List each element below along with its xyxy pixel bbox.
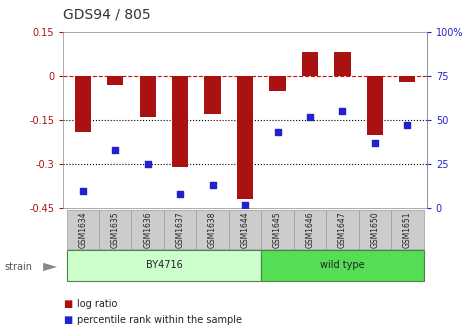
Point [274,130,281,135]
Text: GDS94 / 805: GDS94 / 805 [63,8,151,22]
Text: GSM1638: GSM1638 [208,211,217,248]
Point [79,188,87,194]
Bar [326,210,359,249]
Text: GSM1636: GSM1636 [143,211,152,248]
Polygon shape [43,263,57,271]
Point [371,140,378,146]
Bar [334,52,350,76]
Bar [399,76,416,82]
Bar [294,210,326,249]
Text: GSM1637: GSM1637 [176,211,185,248]
Bar [261,210,294,249]
Bar [204,76,221,114]
Point [241,202,249,208]
Bar [172,76,188,167]
Point [339,109,346,114]
Text: GSM1635: GSM1635 [111,211,120,248]
Bar [140,76,156,117]
Bar [131,210,164,249]
Text: GSM1651: GSM1651 [403,211,412,248]
Bar [237,76,253,200]
Point [209,183,216,188]
Bar [75,76,91,132]
Bar [367,76,383,135]
Bar [67,250,261,281]
Text: percentile rank within the sample: percentile rank within the sample [77,315,242,325]
Bar [229,210,261,249]
Bar [107,76,123,85]
Text: GSM1646: GSM1646 [305,211,314,248]
Text: log ratio: log ratio [77,299,118,309]
Bar [359,210,391,249]
Point [176,192,184,197]
Point [112,148,119,153]
Bar [67,210,99,249]
Bar [391,210,424,249]
Bar [197,210,229,249]
Point [306,114,314,119]
Point [403,123,411,128]
Bar [302,52,318,76]
Text: GSM1644: GSM1644 [241,211,250,248]
Bar [269,76,286,91]
Bar [261,250,424,281]
Point [144,162,151,167]
Text: GSM1650: GSM1650 [371,211,379,248]
Text: strain: strain [5,262,33,272]
Bar [164,210,197,249]
Text: GSM1645: GSM1645 [273,211,282,248]
Text: ■: ■ [63,315,73,325]
Text: ■: ■ [63,299,73,309]
Text: GSM1634: GSM1634 [78,211,87,248]
Text: BY4716: BY4716 [145,260,182,270]
Text: wild type: wild type [320,260,365,270]
Text: GSM1647: GSM1647 [338,211,347,248]
Bar [99,210,131,249]
